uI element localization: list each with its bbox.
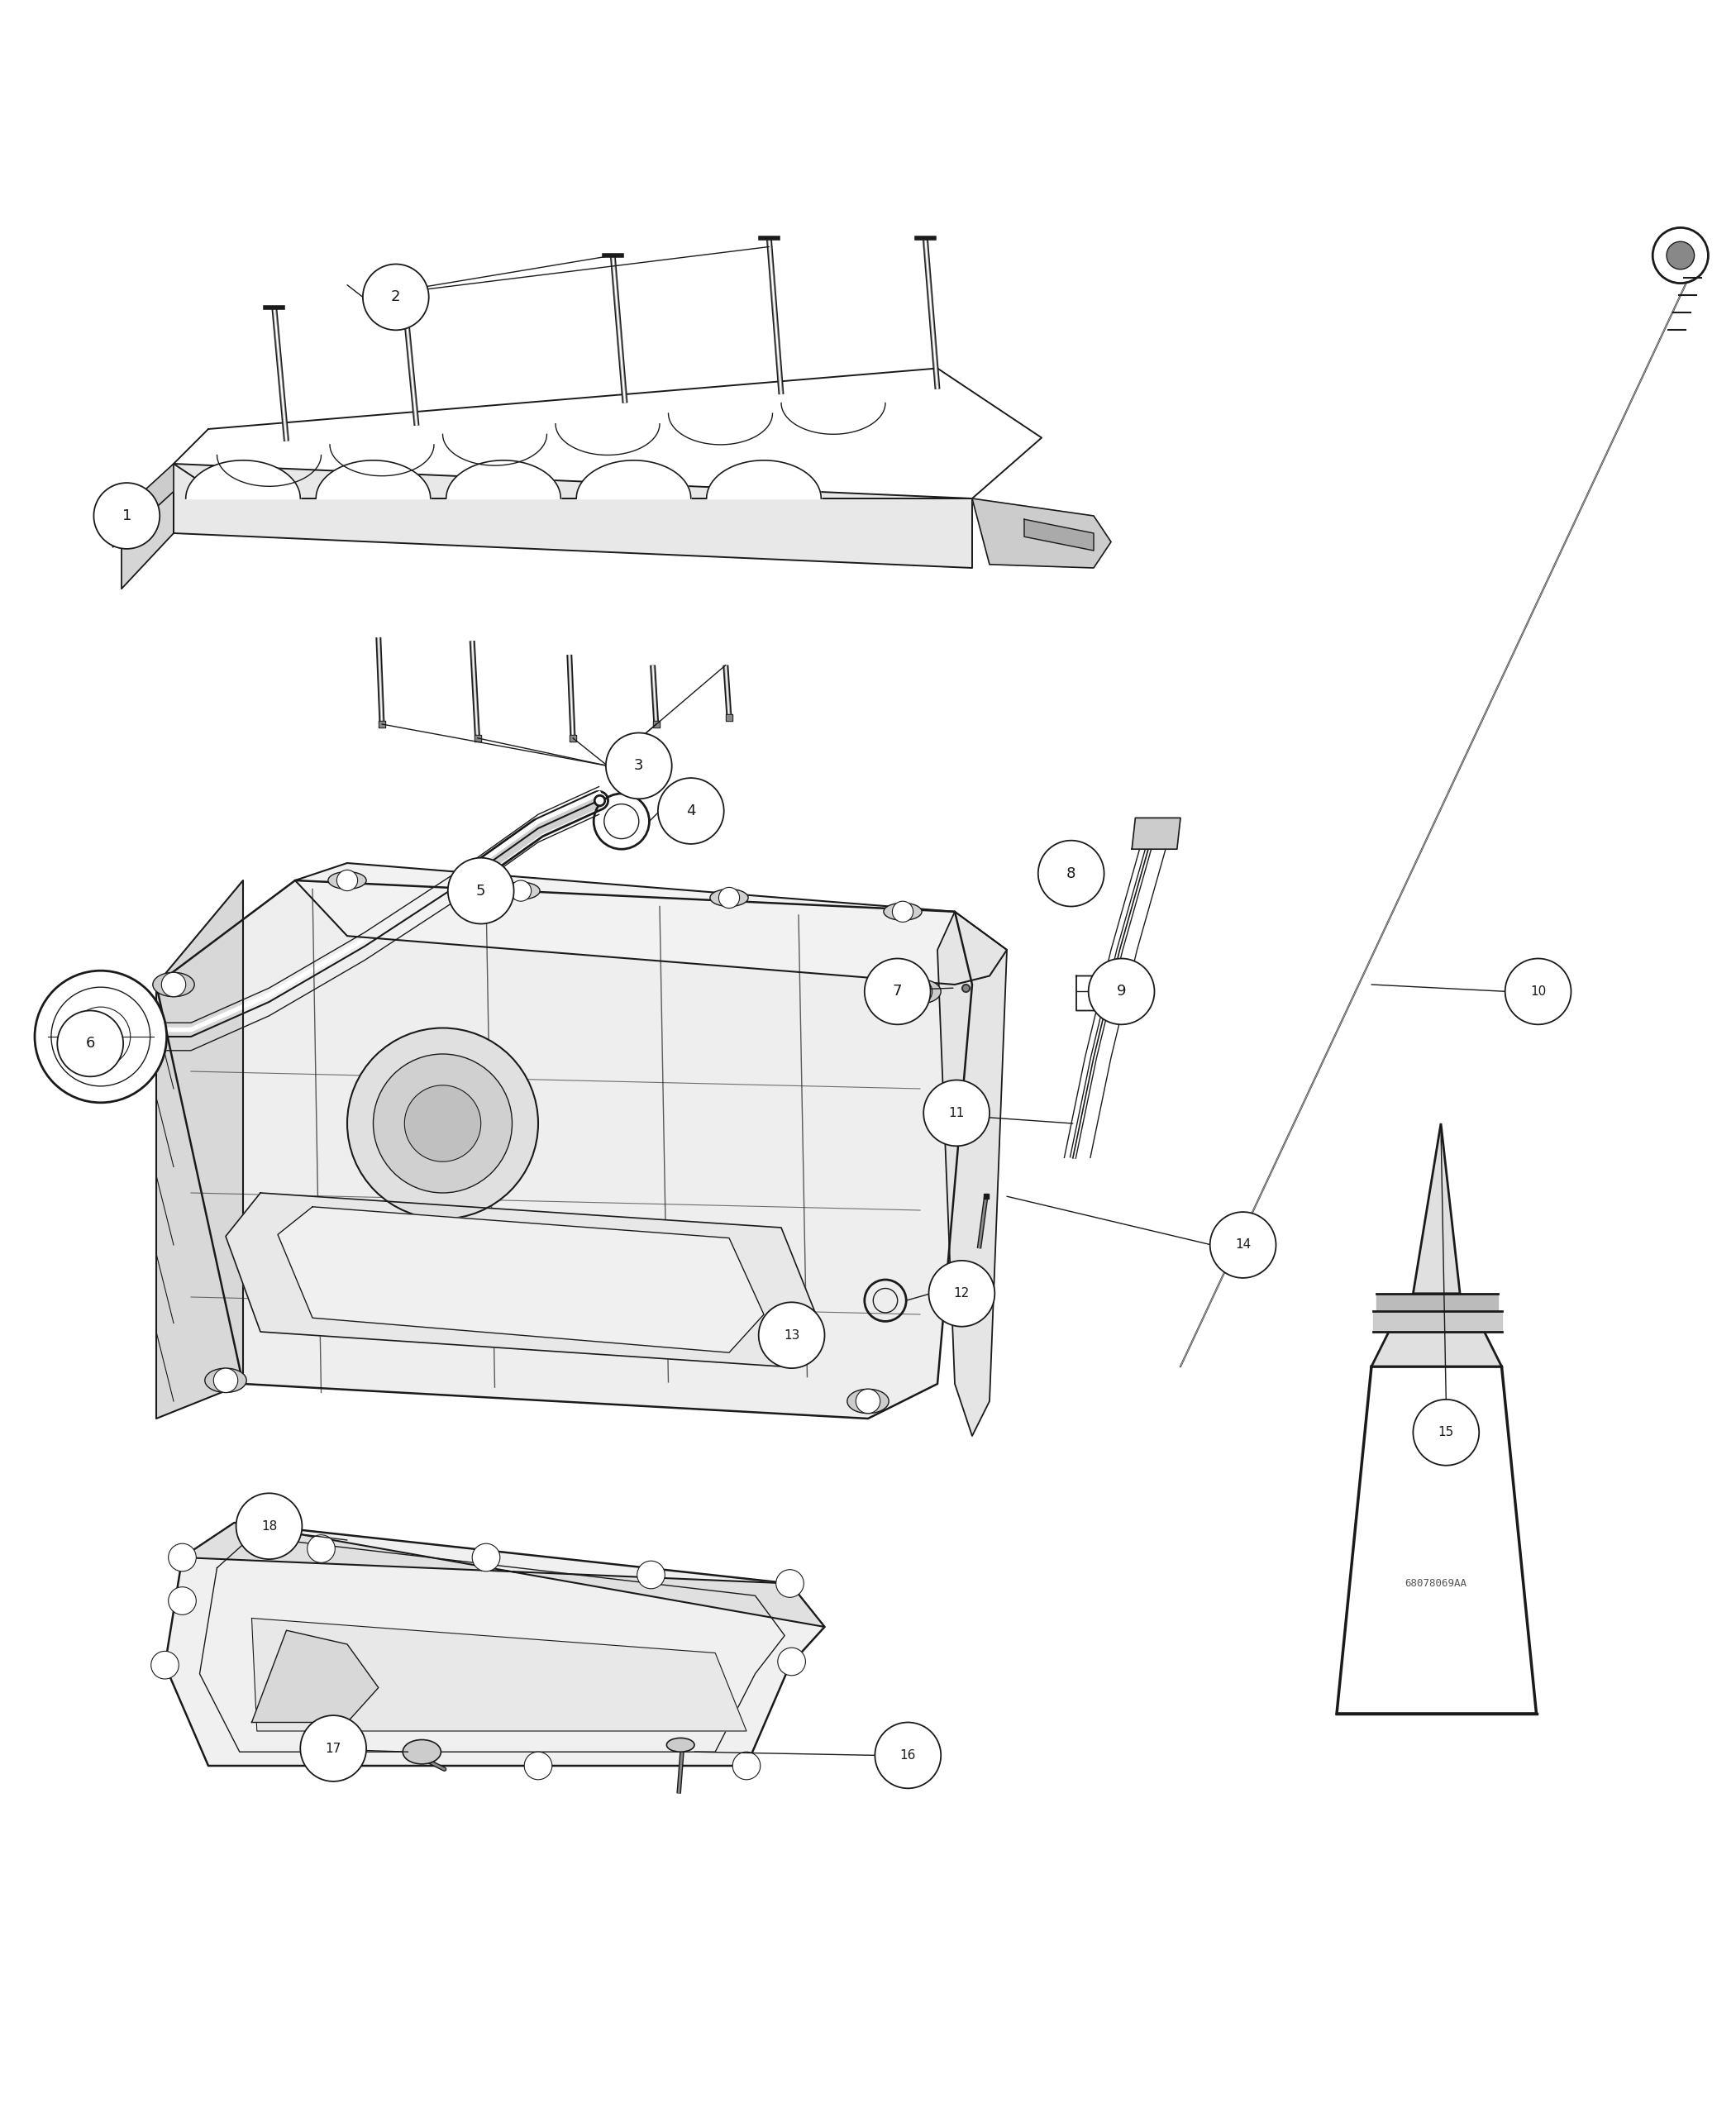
- Circle shape: [35, 970, 167, 1102]
- Circle shape: [325, 1752, 352, 1779]
- Circle shape: [472, 1543, 500, 1570]
- Ellipse shape: [847, 1389, 889, 1412]
- Circle shape: [94, 483, 160, 548]
- Ellipse shape: [153, 972, 194, 997]
- Polygon shape: [278, 1206, 764, 1353]
- Circle shape: [404, 1086, 481, 1162]
- Text: 9: 9: [1116, 984, 1127, 999]
- Text: 5: 5: [476, 883, 486, 898]
- Text: 17: 17: [325, 1741, 342, 1754]
- Ellipse shape: [502, 881, 540, 900]
- Circle shape: [337, 871, 358, 892]
- Circle shape: [733, 1752, 760, 1779]
- Circle shape: [856, 1389, 880, 1412]
- Circle shape: [637, 1560, 665, 1589]
- Text: 13: 13: [783, 1328, 800, 1341]
- Text: 8: 8: [1066, 866, 1076, 881]
- Circle shape: [1505, 959, 1571, 1024]
- Circle shape: [524, 1752, 552, 1779]
- Circle shape: [300, 1716, 366, 1781]
- Polygon shape: [972, 497, 1111, 567]
- Text: 4: 4: [686, 803, 696, 818]
- Ellipse shape: [403, 1739, 441, 1764]
- Circle shape: [776, 1570, 804, 1598]
- Circle shape: [510, 881, 531, 902]
- Polygon shape: [226, 1193, 816, 1366]
- Circle shape: [865, 959, 930, 1024]
- Circle shape: [1667, 242, 1694, 270]
- Text: 3: 3: [634, 759, 644, 774]
- Polygon shape: [1132, 818, 1180, 850]
- Polygon shape: [1337, 1366, 1536, 1714]
- Circle shape: [1413, 1400, 1479, 1465]
- Polygon shape: [156, 881, 243, 1419]
- Polygon shape: [165, 1522, 825, 1767]
- Ellipse shape: [667, 1737, 694, 1752]
- Circle shape: [151, 1651, 179, 1678]
- Circle shape: [606, 734, 672, 799]
- Text: 14: 14: [1234, 1240, 1252, 1252]
- Text: 12: 12: [953, 1288, 970, 1301]
- Circle shape: [214, 1368, 238, 1393]
- Polygon shape: [1076, 976, 1146, 1010]
- Circle shape: [161, 972, 186, 997]
- Text: 6: 6: [85, 1037, 95, 1052]
- Polygon shape: [182, 1522, 825, 1627]
- Circle shape: [363, 264, 429, 331]
- Polygon shape: [1371, 1332, 1502, 1366]
- Circle shape: [347, 1029, 538, 1218]
- Text: 2: 2: [391, 289, 401, 304]
- Circle shape: [373, 1054, 512, 1193]
- Polygon shape: [156, 881, 972, 1419]
- Polygon shape: [295, 862, 1007, 984]
- Polygon shape: [252, 1619, 746, 1731]
- Circle shape: [908, 980, 932, 1003]
- Circle shape: [168, 1543, 196, 1570]
- Circle shape: [57, 1010, 123, 1077]
- Circle shape: [1088, 959, 1154, 1024]
- Ellipse shape: [884, 902, 922, 921]
- Text: 18: 18: [260, 1520, 278, 1533]
- Ellipse shape: [205, 1368, 247, 1393]
- Ellipse shape: [710, 890, 748, 906]
- Circle shape: [1210, 1212, 1276, 1277]
- Circle shape: [448, 858, 514, 923]
- Text: 10: 10: [1529, 984, 1547, 997]
- Text: 11: 11: [948, 1107, 965, 1119]
- Polygon shape: [1373, 1311, 1502, 1332]
- Circle shape: [875, 1722, 941, 1788]
- Circle shape: [892, 902, 913, 921]
- Polygon shape: [113, 464, 174, 548]
- Circle shape: [929, 1261, 995, 1326]
- Circle shape: [778, 1648, 806, 1676]
- Text: 68078069AA: 68078069AA: [1404, 1579, 1467, 1589]
- Circle shape: [168, 1587, 196, 1615]
- Polygon shape: [1024, 519, 1094, 550]
- Circle shape: [1653, 228, 1708, 282]
- Polygon shape: [252, 1629, 378, 1722]
- Ellipse shape: [328, 873, 366, 890]
- Circle shape: [307, 1535, 335, 1562]
- Polygon shape: [937, 911, 1007, 1436]
- Circle shape: [658, 778, 724, 843]
- Polygon shape: [174, 464, 972, 567]
- Polygon shape: [1413, 1124, 1460, 1294]
- Ellipse shape: [899, 980, 941, 1003]
- Polygon shape: [174, 369, 1042, 497]
- Circle shape: [236, 1492, 302, 1560]
- Circle shape: [924, 1079, 990, 1147]
- Circle shape: [759, 1303, 825, 1368]
- Circle shape: [1038, 841, 1104, 906]
- Text: 7: 7: [892, 984, 903, 999]
- Text: 1: 1: [122, 508, 132, 523]
- Circle shape: [719, 887, 740, 909]
- Polygon shape: [122, 464, 174, 588]
- Polygon shape: [1377, 1294, 1498, 1311]
- Text: 16: 16: [899, 1750, 917, 1762]
- Text: 15: 15: [1437, 1427, 1455, 1438]
